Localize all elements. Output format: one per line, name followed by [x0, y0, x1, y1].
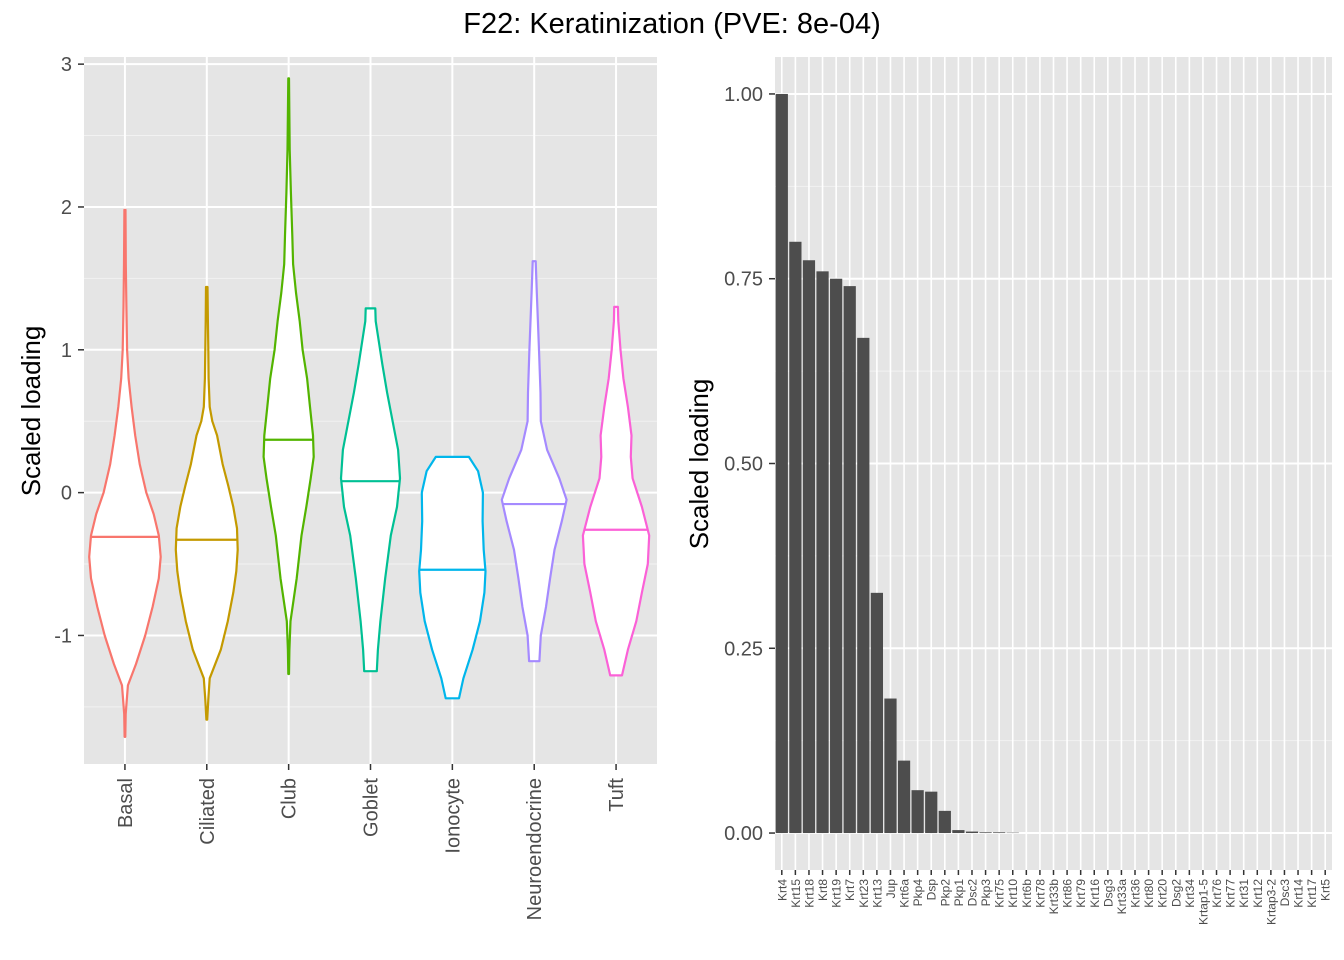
bar-x-tick-label: Dsp	[925, 879, 939, 901]
violin-x-tick-label: Basal	[115, 778, 137, 828]
bar-x-tick-label: Krt86	[1061, 879, 1075, 908]
bar-x-tick-label: Krt14	[1292, 879, 1306, 908]
bar-krt75	[993, 832, 1006, 834]
bar-x-tick-label: Krtap3-2	[1264, 879, 1278, 925]
violin-neuroendocrine	[500, 260, 568, 663]
bar-x-tick-label: Krt15	[789, 879, 803, 908]
bar-y-tick-label: 0.50	[724, 454, 763, 476]
violins	[88, 77, 651, 738]
violin-x-ticks: Basal Ciliated Club Goblet Ionocyte Neuroendo…	[115, 764, 628, 920]
violin-tuft	[581, 305, 651, 677]
violin-y-ticks: -1 0 1 2 3	[54, 54, 84, 647]
bar-y-tick-label: 0.75	[724, 269, 763, 291]
bar-x-tick-label: Krt33a	[1115, 879, 1129, 915]
violin-y-tick-label: -1	[54, 625, 72, 647]
bar-x-tick-label: Krt75	[993, 879, 1007, 908]
bar-x-tick-label: Krt31	[1237, 879, 1251, 908]
bar-x-tick-label: Krt12	[1251, 879, 1265, 908]
bar-x-tick-label: Krt6a	[898, 879, 912, 908]
bar-x-tick-label: Krt5	[1319, 879, 1333, 901]
bar-x-tick-label: Krt8	[816, 879, 830, 901]
violin-x-tick-label: Ionocyte	[442, 778, 464, 854]
violin-y-tick-label: 3	[61, 54, 72, 76]
bar-dsc2	[965, 831, 979, 834]
bar-x-tick-label: Krt79	[1074, 879, 1088, 908]
bar-x-tick-label: Krt33b	[1047, 879, 1061, 915]
bar-krt6a	[897, 760, 911, 834]
bar-pkp2	[938, 810, 951, 834]
bar-x-tick-label: Krt19	[830, 879, 844, 908]
bar-krt4	[775, 93, 788, 834]
violin-club	[262, 77, 315, 676]
bar-x-tick-label: Krt17	[1305, 879, 1319, 908]
bar-x-tick-label: Pkp2	[938, 879, 952, 907]
violin-panel: -1 0 1 2 3 Basal Ciliated Club Goblet Ionocyte Ne…	[16, 54, 657, 920]
bar-x-tick-label: Dsc2	[965, 879, 979, 907]
bar-y-tick-label: 0.25	[724, 638, 763, 660]
bar-x-tick-label: Krt13	[870, 879, 884, 908]
violin-x-tick-label: Tuft	[606, 778, 628, 812]
bar-krt13	[870, 592, 884, 834]
bar-krt15	[789, 241, 802, 834]
bar-x-tick-label: Krt76	[1210, 879, 1224, 908]
bar-y-ticks: 0.00 0.25 0.50 0.75 1.00	[724, 84, 775, 845]
bar-x-ticks: Krt4 Krt15 Krt18 Krt8 Krt19 Krt7 Krt23 Krt13 Jup…	[775, 870, 1333, 925]
violin-ionocyte	[418, 455, 487, 700]
bar-jup	[884, 698, 897, 834]
bars	[775, 93, 1019, 834]
bar-krt19	[830, 278, 843, 834]
bar-x-tick-label: Krt23	[857, 879, 871, 908]
violin-x-tick-label: Club	[279, 778, 301, 819]
violin-goblet	[339, 307, 402, 673]
violin-y-tick-label: 2	[61, 197, 72, 219]
bar-krt23	[857, 337, 870, 834]
violin-y-axis-title: Scaled loading	[16, 326, 46, 497]
bar-x-tick-label: Krt77	[1224, 879, 1238, 908]
bar-krt8	[816, 271, 829, 834]
bar-y-tick-label: 0.00	[724, 823, 763, 845]
bar-x-tick-label: Krt6b	[1020, 879, 1034, 908]
bar-x-tick-label: Krtap1-5	[1196, 879, 1210, 925]
bar-x-tick-label: Krt34	[1183, 879, 1197, 908]
bar-x-tick-label: Dsg2	[1169, 879, 1183, 907]
bar-x-tick-label: Pkp1	[952, 879, 966, 907]
violin-x-tick-label: Goblet	[361, 778, 383, 837]
bar-krt7	[843, 286, 856, 834]
bar-x-tick-label: Krt4	[775, 879, 789, 901]
violin-basal	[88, 208, 162, 738]
bar-dsp	[925, 791, 938, 834]
bar-x-tick-label: Krt10	[1006, 879, 1020, 908]
violin-x-tick-label: Ciliated	[197, 778, 219, 845]
figure-title: F22: Keratinization (PVE: 8e-04)	[463, 8, 880, 40]
bar-x-tick-label: Dsc3	[1278, 879, 1292, 907]
bar-x-tick-label: Krt20	[1156, 879, 1170, 908]
bar-pkp4	[911, 790, 924, 834]
bar-x-tick-label: Krt80	[1142, 879, 1156, 908]
bar-x-tick-label: Krt36	[1129, 879, 1143, 908]
bar-pkp1	[952, 830, 965, 834]
bar-x-tick-label: Dsg3	[1101, 879, 1115, 907]
violin-x-tick-label: Neuroendocrine	[524, 778, 546, 920]
bar-krt18	[802, 260, 816, 834]
bar-x-tick-label: Pkp4	[911, 879, 925, 907]
bar-x-tick-label: Krt7	[843, 879, 857, 901]
bar-x-tick-label: Jup	[884, 879, 898, 899]
violin-y-tick-label: 0	[61, 483, 72, 505]
bar-x-tick-label: Pkp3	[979, 879, 993, 907]
violin-y-tick-label: 1	[61, 340, 72, 362]
bar-x-tick-label: Krt78	[1033, 879, 1047, 908]
bar-y-tick-label: 1.00	[724, 84, 763, 106]
bar-x-tick-label: Krt16	[1088, 879, 1102, 908]
bar-panel: 0.000.250.500.751.00 Krt4 Krt15 Krt18 Krt8 K…	[684, 57, 1333, 925]
bar-y-axis-title: Scaled loading	[684, 379, 714, 550]
bar-pkp3	[979, 832, 992, 834]
violin-ciliated	[174, 285, 239, 721]
bar-x-tick-label: Krt18	[802, 879, 816, 908]
